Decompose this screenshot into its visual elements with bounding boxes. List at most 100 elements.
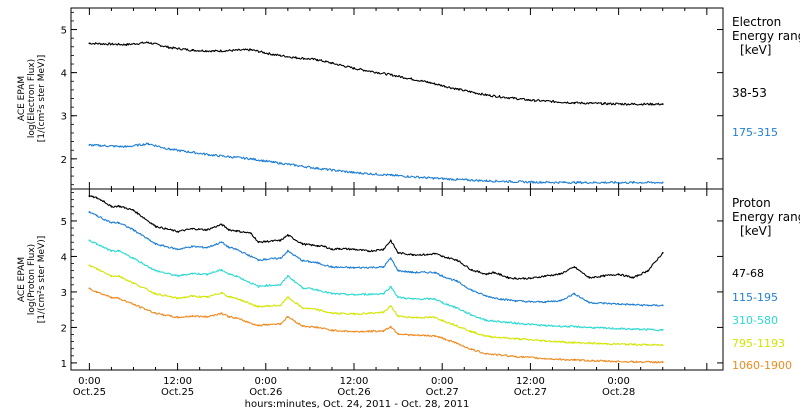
electron-series-point bbox=[426, 176, 429, 179]
proton-series-point bbox=[206, 296, 208, 299]
proton-series-point bbox=[331, 329, 333, 332]
proton-series-point bbox=[382, 311, 385, 314]
proton-series-point bbox=[433, 298, 436, 300]
proton-series-point bbox=[411, 271, 414, 274]
proton-series-point bbox=[661, 344, 664, 347]
proton-series-point bbox=[220, 223, 223, 226]
proton-series-point bbox=[264, 240, 267, 243]
proton-series-point bbox=[389, 325, 392, 328]
proton-legend-title: [keV] bbox=[740, 224, 771, 238]
electron-series-point bbox=[632, 103, 635, 106]
proton-series-point bbox=[250, 232, 252, 235]
proton-legend-entry: 47-68 bbox=[732, 267, 764, 280]
proton-series-point bbox=[411, 253, 414, 256]
proton-series-point bbox=[456, 280, 458, 283]
proton-series-point bbox=[433, 316, 436, 319]
proton-series-point bbox=[382, 292, 385, 295]
proton-series-point bbox=[647, 304, 649, 307]
proton-series-point bbox=[154, 292, 157, 295]
proton-series-point bbox=[441, 337, 444, 339]
proton-series-point bbox=[514, 337, 517, 340]
proton-series-point bbox=[264, 258, 267, 261]
electron-series-point bbox=[250, 48, 252, 51]
proton-series-point bbox=[301, 306, 304, 309]
proton-y-axis-label: log(Proton Flux) bbox=[27, 244, 37, 315]
proton-series-point bbox=[154, 225, 157, 228]
proton-series-point bbox=[117, 250, 120, 253]
electron-y-axis-label: log(Electron Flux) bbox=[27, 59, 37, 138]
proton-series-point bbox=[132, 282, 135, 284]
proton-series-point bbox=[110, 205, 113, 208]
proton-series-point bbox=[176, 275, 179, 277]
proton-series-point bbox=[441, 301, 444, 304]
proton-series-point bbox=[632, 276, 635, 279]
proton-series-point bbox=[95, 267, 98, 270]
proton-series-point bbox=[235, 275, 238, 277]
proton-series-point bbox=[353, 330, 355, 333]
proton-series-point bbox=[441, 319, 444, 322]
electron-series-point bbox=[353, 67, 355, 70]
proton-series-point bbox=[500, 273, 502, 276]
electron-series-point bbox=[661, 103, 664, 106]
proton-series-point bbox=[632, 328, 635, 331]
proton-series-point bbox=[235, 297, 238, 300]
x-tick-time-label: 0:00 bbox=[255, 376, 277, 387]
proton-series-point bbox=[397, 315, 400, 317]
proton-series-point bbox=[544, 300, 547, 303]
proton-legend-entry: 310-580 bbox=[732, 314, 778, 327]
proton-legend-entry: 115-195 bbox=[732, 291, 778, 304]
proton-series-point bbox=[316, 244, 319, 247]
proton-series-point bbox=[603, 302, 605, 305]
proton-series-point bbox=[257, 305, 260, 308]
proton-series-point bbox=[301, 325, 304, 327]
proton-series-point bbox=[661, 304, 664, 307]
proton-series-point bbox=[279, 322, 282, 325]
electron-series-point bbox=[456, 88, 458, 90]
proton-series-point bbox=[485, 352, 488, 355]
proton-series-point bbox=[235, 229, 238, 232]
proton-series-point bbox=[411, 298, 414, 300]
x-tick-date-label: Oct.27 bbox=[514, 387, 547, 398]
proton-series-line bbox=[89, 239, 664, 332]
proton-series-point bbox=[647, 269, 649, 272]
proton-series-line bbox=[89, 287, 664, 364]
proton-series-point bbox=[485, 295, 488, 298]
proton-series-point bbox=[117, 297, 120, 300]
proton-series-point bbox=[132, 228, 135, 231]
electron-panel: 2 3 4 5 ACE EPAM log(Electron Flux) [1/(cm²s s… bbox=[17, 7, 800, 190]
electron-series-point bbox=[485, 94, 488, 96]
x-tick-date-label: Oct.26 bbox=[337, 387, 370, 398]
proton-series-point bbox=[301, 243, 304, 245]
proton-series-point bbox=[191, 295, 194, 298]
proton-series-point bbox=[110, 296, 113, 299]
proton-series-point bbox=[316, 326, 319, 329]
proton-series-point bbox=[544, 324, 547, 327]
proton-series-point bbox=[529, 277, 532, 280]
proton-series-point bbox=[433, 271, 436, 274]
proton-series-point bbox=[191, 272, 194, 275]
proton-series-point bbox=[603, 360, 605, 363]
proton-series-point bbox=[286, 275, 289, 277]
proton-series-point bbox=[661, 361, 664, 364]
electron-series-point bbox=[456, 178, 458, 181]
proton-series-point bbox=[95, 214, 98, 217]
proton-series-point bbox=[382, 248, 385, 251]
electron-series-point bbox=[353, 171, 355, 174]
proton-series-point bbox=[279, 283, 282, 286]
proton-series-point bbox=[456, 324, 458, 327]
proton-series-point bbox=[220, 312, 223, 315]
proton-series-point bbox=[264, 323, 267, 326]
x-tick-time-label: 0:00 bbox=[607, 376, 629, 387]
proton-series-point bbox=[470, 269, 473, 271]
proton-series-point bbox=[603, 342, 605, 345]
proton-series-point bbox=[456, 306, 458, 309]
proton-series-point bbox=[257, 285, 260, 288]
proton-series-point bbox=[558, 273, 561, 276]
proton-series-point bbox=[88, 211, 91, 213]
electron-y-axis-label: [1/(cm²s ster MeV)] bbox=[37, 55, 47, 142]
proton-y-axis-label: ACE EPAM bbox=[17, 257, 27, 302]
proton-series-point bbox=[514, 277, 517, 280]
proton-series-point bbox=[206, 273, 208, 276]
proton-series-point bbox=[176, 316, 179, 319]
proton-series-point bbox=[573, 325, 576, 328]
